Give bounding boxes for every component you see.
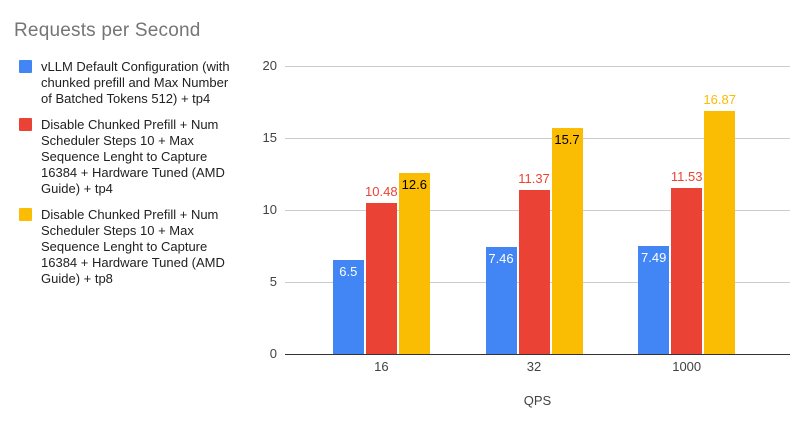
bar-series2-qps32[interactable]: 11.37 — [518, 171, 550, 354]
bar-value-label: 15.7 — [554, 132, 580, 147]
bar-series2-qps16[interactable]: 10.48 — [365, 184, 398, 354]
bar-groups: 6.5 10.48 12.6 7.46 11.37 15.7 7.49 11.53 16.87 — [305, 66, 763, 354]
legend-item: Disable Chunked Prefill + Num Scheduler … — [19, 207, 234, 287]
bar-value-label: 16.87 — [703, 92, 736, 107]
bar-group: 7.49 11.53 16.87 — [610, 66, 763, 354]
x-axis-tick-label: 16 — [374, 359, 389, 374]
bar-series1-qps32[interactable]: 7.46 — [485, 247, 517, 354]
gridline — [285, 66, 790, 67]
y-axis-tick-label: 15 — [262, 130, 277, 145]
legend-color-swatch — [19, 60, 32, 73]
y-axis-tick-label: 0 — [269, 346, 277, 361]
bar-value-label: 11.37 — [518, 171, 550, 186]
bar-series2-qps1000[interactable]: 11.53 — [671, 169, 702, 354]
bar-value-label: 7.49 — [641, 250, 667, 265]
x-axis-tick-label: 32 — [526, 359, 542, 374]
legend-item: vLLM Default Configuration (with chunked… — [19, 59, 234, 107]
chart-legend: vLLM Default Configuration (with chunked… — [19, 59, 234, 297]
legend-item-label: vLLM Default Configuration (with chunked… — [41, 59, 230, 106]
y-axis-tick-label: 20 — [262, 58, 277, 73]
bar-value-label: 6.5 — [339, 264, 358, 279]
x-axis-ticks: 16 32 1000 — [305, 359, 763, 374]
bar-series3-qps32[interactable]: 15.7 — [551, 128, 583, 354]
legend-item-label: Disable Chunked Prefill + Num Scheduler … — [41, 207, 225, 286]
x-axis-tick-label: 1000 — [672, 359, 702, 374]
y-axis-tick-label: 10 — [262, 202, 277, 217]
bar-value-label: 7.46 — [488, 251, 514, 266]
chart-title: Requests per Second — [14, 20, 201, 41]
bar-series1-qps1000[interactable]: 7.49 — [638, 246, 670, 354]
y-axis-tick-label: 5 — [269, 274, 277, 289]
legend-color-swatch — [19, 208, 32, 221]
gridline — [285, 138, 790, 139]
bar-value-label: 11.53 — [670, 169, 703, 184]
bar-series3-qps16[interactable]: 12.6 — [398, 173, 430, 354]
bar-value-label: 12.6 — [401, 177, 427, 192]
bar-group: 7.46 11.37 15.7 — [458, 66, 611, 354]
bar-series3-qps1000[interactable]: 16.87 — [703, 92, 736, 354]
bar-value-label: 10.48 — [365, 184, 398, 199]
legend-color-swatch — [19, 118, 32, 131]
x-axis-title: QPS — [523, 393, 552, 408]
x-axis-baseline — [285, 354, 790, 355]
bar-group: 6.5 10.48 12.6 — [305, 66, 458, 354]
legend-item: Disable Chunked Prefill + Num Scheduler … — [19, 117, 234, 197]
bar-series1-qps16[interactable]: 6.5 — [332, 260, 364, 354]
legend-item-label: Disable Chunked Prefill + Num Scheduler … — [41, 117, 225, 196]
